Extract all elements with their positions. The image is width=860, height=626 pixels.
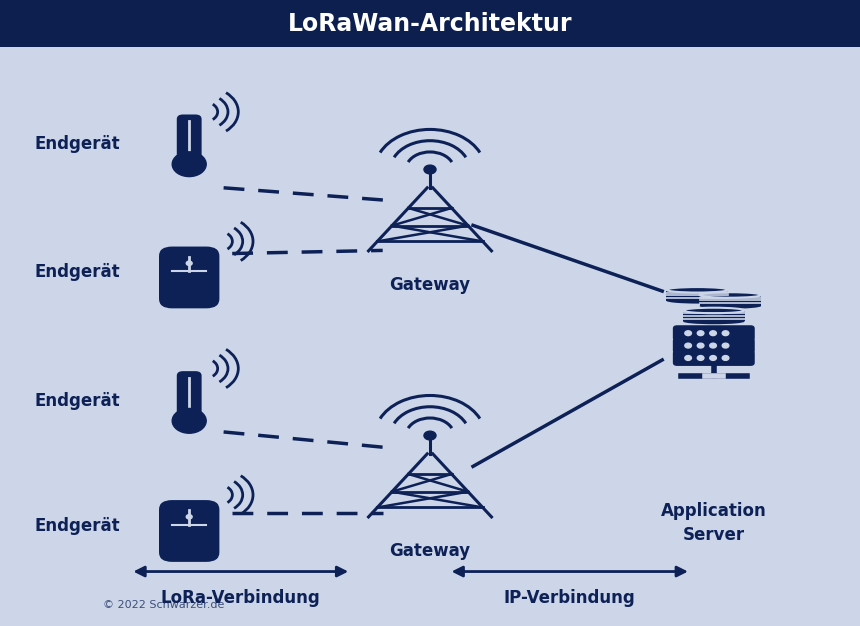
Ellipse shape [666,298,728,304]
Circle shape [697,331,704,336]
FancyBboxPatch shape [673,337,755,354]
FancyBboxPatch shape [699,295,761,306]
Circle shape [685,356,691,361]
FancyBboxPatch shape [0,0,860,47]
Ellipse shape [699,303,761,309]
Circle shape [685,331,691,336]
Ellipse shape [683,308,745,313]
Circle shape [172,409,206,433]
FancyBboxPatch shape [177,115,201,169]
Circle shape [697,343,704,348]
FancyBboxPatch shape [177,371,201,426]
Circle shape [722,356,728,361]
Text: IP-Verbindung: IP-Verbindung [504,590,636,607]
Text: © 2022 Schwarzer.de: © 2022 Schwarzer.de [102,600,224,610]
Ellipse shape [699,292,761,298]
FancyBboxPatch shape [159,247,219,309]
Ellipse shape [683,319,745,324]
FancyBboxPatch shape [683,310,745,322]
Circle shape [424,431,436,440]
Text: LoRaWan-Architektur: LoRaWan-Architektur [288,12,572,36]
Text: Gateway: Gateway [390,542,470,560]
Ellipse shape [666,287,728,292]
FancyBboxPatch shape [159,500,219,562]
Circle shape [697,356,704,361]
Circle shape [710,343,716,348]
FancyBboxPatch shape [673,326,755,341]
Text: Endgerät: Endgerät [34,264,120,281]
Text: Application
Server: Application Server [661,502,766,543]
Circle shape [187,261,192,265]
Text: Gateway: Gateway [390,276,470,294]
Circle shape [722,343,728,348]
Circle shape [710,331,716,336]
FancyBboxPatch shape [666,290,728,301]
Text: Endgerät: Endgerät [34,392,120,409]
FancyBboxPatch shape [673,350,755,366]
Circle shape [187,515,192,519]
Text: Endgerät: Endgerät [34,135,120,153]
Circle shape [172,152,206,177]
Circle shape [685,343,691,348]
Circle shape [424,165,436,174]
Circle shape [710,356,716,361]
Text: LoRa-Verbindung: LoRa-Verbindung [161,590,321,607]
Text: Endgerät: Endgerät [34,517,120,535]
Circle shape [722,331,728,336]
